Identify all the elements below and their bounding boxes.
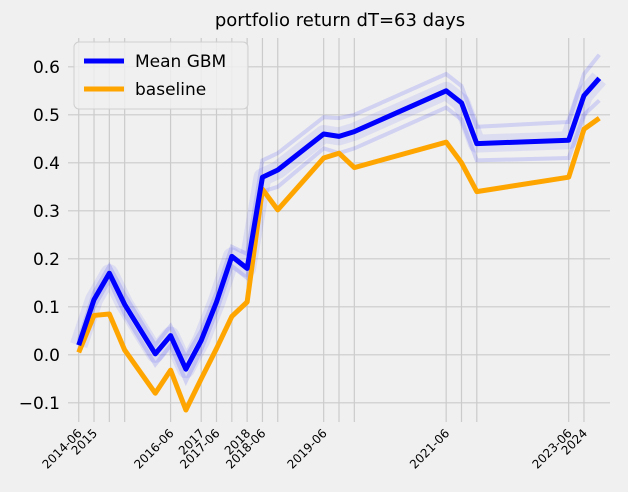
legend-label: Mean GBM <box>135 52 226 72</box>
legend: Mean GBM baseline <box>73 41 249 110</box>
chart-title: portfolio return dT=63 days <box>215 10 465 31</box>
y-tick-labels: −0.1 0.0 0.1 0.2 0.3 0.4 0.5 0.6 <box>19 58 60 414</box>
y-tick-label: −0.1 <box>19 394 60 414</box>
y-tick-label: 0.2 <box>33 250 60 270</box>
y-tick-label: 0.3 <box>33 202 60 222</box>
y-tick-label: 0.0 <box>33 346 60 366</box>
y-tick-label: 0.4 <box>33 154 60 174</box>
series-line-mean-gbm <box>76 76 602 372</box>
series-line-baseline <box>76 116 601 413</box>
series-lines <box>76 76 602 413</box>
y-tick-label: 0.1 <box>33 298 60 318</box>
band-upper-line <box>76 53 601 362</box>
y-tick-label: 0.6 <box>33 58 60 78</box>
y-tick-label: 0.5 <box>33 106 60 126</box>
legend-label: baseline <box>135 80 206 100</box>
